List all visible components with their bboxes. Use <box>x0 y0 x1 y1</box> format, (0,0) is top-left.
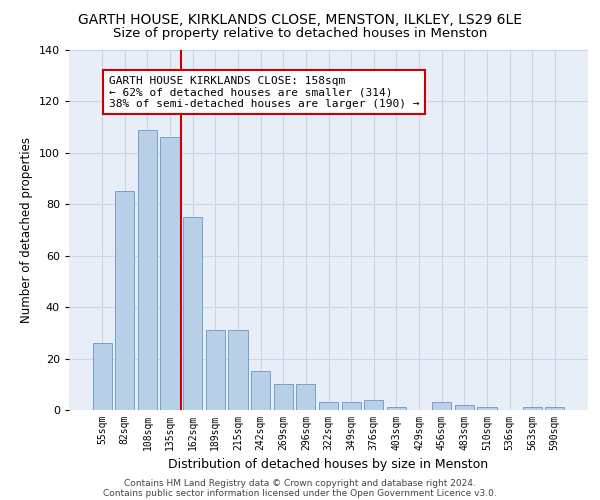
Text: Contains HM Land Registry data © Crown copyright and database right 2024.: Contains HM Land Registry data © Crown c… <box>124 478 476 488</box>
Text: GARTH HOUSE KIRKLANDS CLOSE: 158sqm
← 62% of detached houses are smaller (314)
3: GARTH HOUSE KIRKLANDS CLOSE: 158sqm ← 62… <box>109 76 419 109</box>
Text: GARTH HOUSE, KIRKLANDS CLOSE, MENSTON, ILKLEY, LS29 6LE: GARTH HOUSE, KIRKLANDS CLOSE, MENSTON, I… <box>78 12 522 26</box>
Bar <box>341 402 361 410</box>
Text: Contains public sector information licensed under the Open Government Licence v3: Contains public sector information licen… <box>103 488 497 498</box>
Bar <box>160 138 180 410</box>
Bar <box>455 405 474 410</box>
Bar <box>296 384 316 410</box>
Text: Size of property relative to detached houses in Menston: Size of property relative to detached ho… <box>113 28 487 40</box>
Bar <box>477 408 497 410</box>
Bar <box>545 408 565 410</box>
X-axis label: Distribution of detached houses by size in Menston: Distribution of detached houses by size … <box>169 458 488 471</box>
Bar <box>387 408 406 410</box>
Bar <box>432 402 451 410</box>
Y-axis label: Number of detached properties: Number of detached properties <box>20 137 33 323</box>
Bar <box>183 217 202 410</box>
Bar <box>229 330 248 410</box>
Bar <box>138 130 157 410</box>
Bar <box>274 384 293 410</box>
Bar <box>523 408 542 410</box>
Bar <box>206 330 225 410</box>
Bar <box>251 372 270 410</box>
Bar <box>115 192 134 410</box>
Bar <box>319 402 338 410</box>
Bar <box>92 343 112 410</box>
Bar <box>364 400 383 410</box>
